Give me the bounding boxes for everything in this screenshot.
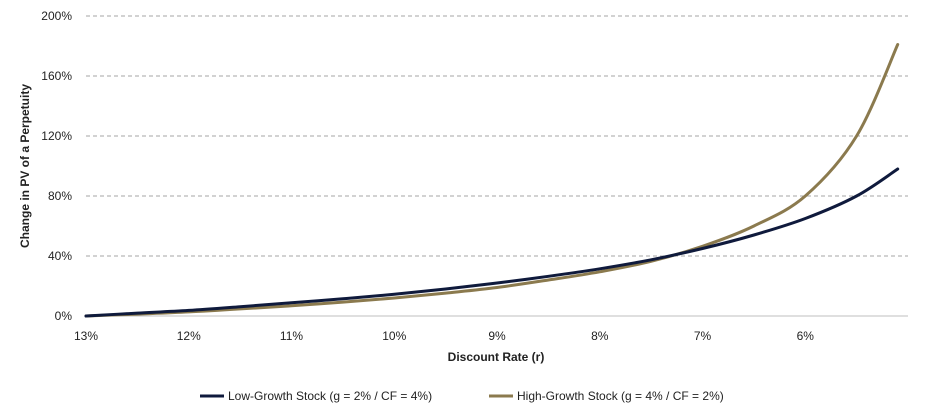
legend: Low-Growth Stock (g = 2% / CF = 4%) High-… xyxy=(200,389,724,403)
series-lines xyxy=(84,43,900,318)
x-tick-label: 9% xyxy=(488,329,506,343)
y-tick-label: 0% xyxy=(55,309,73,323)
y-tick-label: 120% xyxy=(41,129,72,143)
series-line-high-growth xyxy=(84,43,900,318)
legend-label: High-Growth Stock (g = 4% / CF = 2%) xyxy=(517,389,724,403)
x-tick-label: 7% xyxy=(694,329,712,343)
x-tick-label: 8% xyxy=(591,329,609,343)
y-tick-label: 80% xyxy=(48,189,72,203)
y-tick-label: 160% xyxy=(41,69,72,83)
y-tick-label: 200% xyxy=(41,9,72,23)
y-axis-title: Change in PV of a Perpetuity xyxy=(18,84,32,248)
series-line-low-growth xyxy=(84,167,900,318)
tick-labels: 0% 40% 80% 120% 160% 200% 13% 12% 11% 10% 9% 8% 7% 6% xyxy=(41,9,814,343)
x-tick-label: 12% xyxy=(177,329,201,343)
x-tick-label: 13% xyxy=(74,329,98,343)
x-tick-label: 11% xyxy=(280,329,303,343)
grid-lines xyxy=(86,15,908,257)
x-tick-label: 6% xyxy=(797,329,815,343)
x-tick-label: 10% xyxy=(382,329,406,343)
legend-item-low-growth: Low-Growth Stock (g = 2% / CF = 4%) xyxy=(200,389,432,403)
legend-item-high-growth: High-Growth Stock (g = 4% / CF = 2%) xyxy=(489,389,724,403)
legend-label: Low-Growth Stock (g = 2% / CF = 4%) xyxy=(228,389,432,403)
y-tick-label: 40% xyxy=(48,249,72,263)
x-axis-title: Discount Rate (r) xyxy=(448,350,545,364)
